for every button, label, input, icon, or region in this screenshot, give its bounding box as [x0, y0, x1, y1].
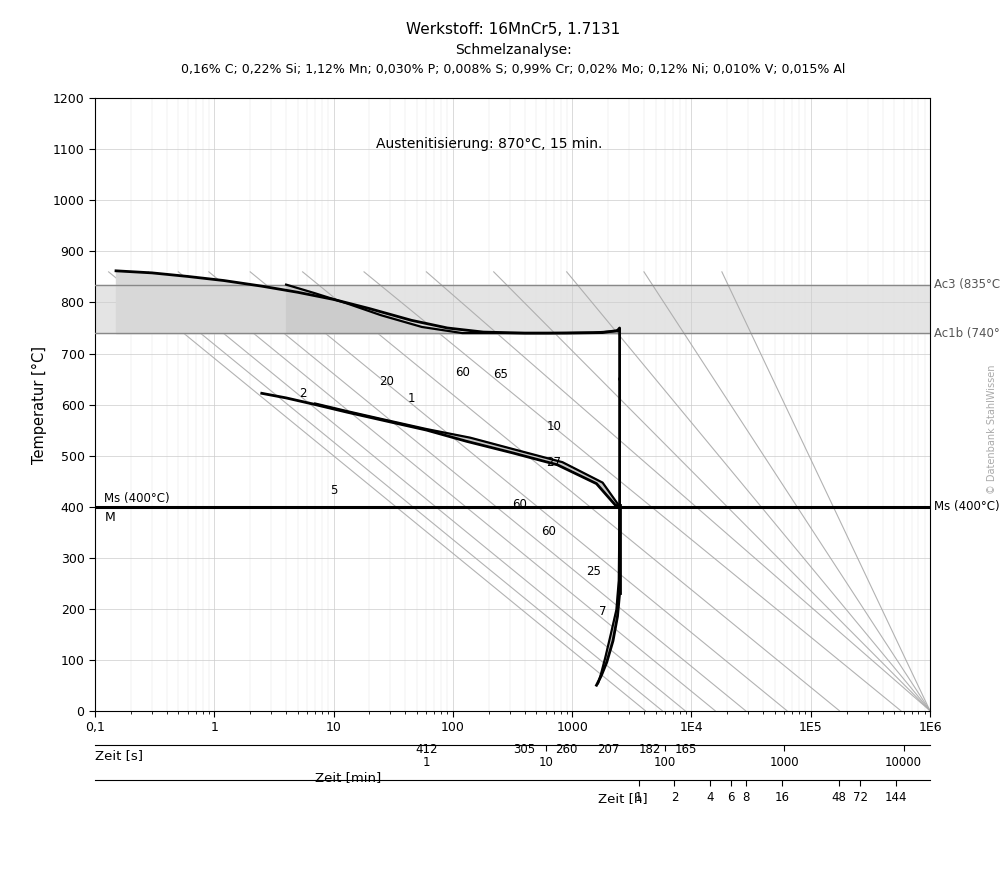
Text: Zeit [s]: Zeit [s] [95, 749, 143, 762]
Text: M: M [104, 511, 115, 524]
Bar [95, 284, 930, 333]
Text: Ms (400°C): Ms (400°C) [934, 500, 1000, 513]
Text: Austenitisierung: 870°C, 15 min.: Austenitisierung: 870°C, 15 min. [376, 138, 602, 151]
Text: 10: 10 [546, 420, 561, 433]
Text: 2: 2 [299, 387, 306, 400]
Text: 65: 65 [493, 368, 508, 382]
Text: 165: 165 [675, 743, 697, 755]
Text: Ac1b (740°C): Ac1b (740°C) [934, 326, 1000, 340]
Text: Zeit [min]: Zeit [min] [315, 772, 381, 784]
Text: 305: 305 [514, 743, 536, 755]
Y-axis label: Temperatur [°C]: Temperatur [°C] [32, 346, 47, 463]
Polygon shape [262, 393, 620, 507]
Text: 412: 412 [415, 743, 438, 755]
Text: 25: 25 [586, 565, 601, 578]
Text: Ms (400°C): Ms (400°C) [104, 493, 170, 505]
Text: 7: 7 [599, 604, 606, 618]
Text: Ac3 (835°C): Ac3 (835°C) [934, 278, 1000, 291]
Text: Werkstoff: 16MnCr5, 1.7131: Werkstoff: 16MnCr5, 1.7131 [406, 22, 620, 38]
Text: © Datenbank StahlWissen: © Datenbank StahlWissen [987, 365, 997, 493]
Text: 207: 207 [597, 743, 619, 755]
Text: 0,16% C; 0,22% Si; 1,12% Mn; 0,030% P; 0,008% S; 0,99% Cr; 0,02% Mo; 0,12% Ni; 0: 0,16% C; 0,22% Si; 1,12% Mn; 0,030% P; 0… [181, 63, 845, 76]
Text: 260: 260 [555, 743, 578, 755]
Text: 60: 60 [542, 525, 556, 537]
Text: 20: 20 [379, 375, 394, 388]
Polygon shape [596, 379, 620, 685]
Text: 60: 60 [455, 367, 470, 379]
Text: 27: 27 [546, 456, 561, 468]
Text: Zeit [h]: Zeit [h] [598, 792, 648, 805]
Text: Schmelzanalyse:: Schmelzanalyse: [455, 43, 571, 57]
Text: 1: 1 [408, 392, 415, 405]
Text: 182: 182 [639, 743, 661, 755]
Text: 5: 5 [330, 484, 337, 497]
Text: 60: 60 [512, 498, 527, 511]
